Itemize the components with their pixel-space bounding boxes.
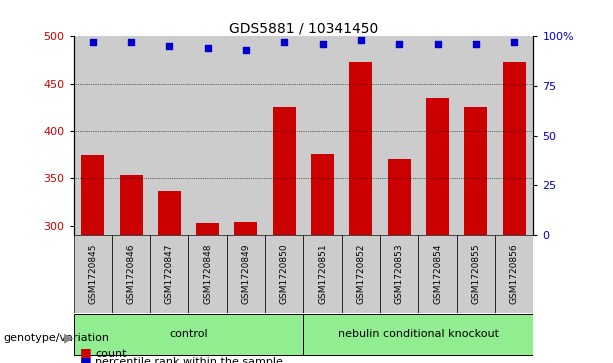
Point bbox=[356, 37, 366, 43]
Bar bbox=[74, 314, 303, 355]
Point bbox=[241, 47, 251, 53]
Point bbox=[88, 39, 97, 45]
Bar bbox=[112, 235, 150, 313]
Text: GSM1720851: GSM1720851 bbox=[318, 244, 327, 305]
Text: GSM1720852: GSM1720852 bbox=[356, 244, 365, 304]
Bar bbox=[418, 235, 457, 313]
Bar bbox=[457, 235, 495, 313]
Point bbox=[509, 39, 519, 45]
Bar bbox=[189, 235, 227, 313]
Text: GSM1720853: GSM1720853 bbox=[395, 244, 404, 305]
Bar bbox=[150, 36, 189, 235]
Bar bbox=[349, 62, 372, 235]
Point bbox=[318, 41, 327, 47]
Text: GSM1720856: GSM1720856 bbox=[509, 244, 519, 305]
Text: GSM1720847: GSM1720847 bbox=[165, 244, 174, 304]
Bar bbox=[120, 175, 142, 235]
Bar bbox=[150, 235, 189, 313]
Bar bbox=[380, 36, 418, 235]
Bar bbox=[112, 36, 150, 235]
Bar bbox=[341, 36, 380, 235]
Point bbox=[203, 45, 213, 51]
Bar bbox=[189, 36, 227, 235]
Text: control: control bbox=[169, 330, 208, 339]
Text: nebulin conditional knockout: nebulin conditional knockout bbox=[338, 330, 499, 339]
Bar bbox=[273, 107, 295, 235]
Text: GSM1720848: GSM1720848 bbox=[203, 244, 212, 304]
Text: GSM1720855: GSM1720855 bbox=[471, 244, 481, 305]
Text: GSM1720846: GSM1720846 bbox=[126, 244, 135, 304]
Bar bbox=[303, 314, 533, 355]
Text: GSM1720854: GSM1720854 bbox=[433, 244, 442, 304]
Text: ■: ■ bbox=[80, 355, 91, 363]
Title: GDS5881 / 10341450: GDS5881 / 10341450 bbox=[229, 21, 378, 35]
Bar bbox=[74, 235, 112, 313]
Bar bbox=[380, 235, 418, 313]
Bar bbox=[387, 159, 411, 235]
Bar bbox=[158, 191, 181, 235]
Text: GSM1720849: GSM1720849 bbox=[242, 244, 251, 304]
Bar bbox=[227, 235, 265, 313]
Bar bbox=[341, 235, 380, 313]
Point bbox=[126, 39, 136, 45]
Bar bbox=[303, 235, 341, 313]
Text: GSM1720845: GSM1720845 bbox=[88, 244, 97, 304]
Point bbox=[164, 43, 174, 49]
Text: ▶: ▶ bbox=[64, 331, 74, 344]
Text: genotype/variation: genotype/variation bbox=[3, 333, 109, 343]
Text: ■: ■ bbox=[80, 346, 91, 359]
Bar bbox=[464, 107, 487, 235]
Bar bbox=[418, 36, 457, 235]
Bar bbox=[503, 62, 525, 235]
Bar bbox=[495, 36, 533, 235]
Bar bbox=[457, 36, 495, 235]
Bar bbox=[311, 154, 334, 235]
Point bbox=[280, 39, 289, 45]
Point bbox=[394, 41, 404, 47]
Bar bbox=[196, 223, 219, 235]
Bar bbox=[265, 235, 303, 313]
Point bbox=[433, 41, 443, 47]
Bar bbox=[265, 36, 303, 235]
Bar bbox=[227, 36, 265, 235]
Text: count: count bbox=[95, 348, 126, 359]
Point bbox=[471, 41, 481, 47]
Bar bbox=[495, 235, 533, 313]
Text: GSM1720850: GSM1720850 bbox=[280, 244, 289, 305]
Bar bbox=[426, 98, 449, 235]
Bar bbox=[74, 36, 112, 235]
Bar bbox=[82, 155, 104, 235]
Bar bbox=[303, 36, 341, 235]
Text: percentile rank within the sample: percentile rank within the sample bbox=[95, 357, 283, 363]
Bar bbox=[234, 222, 257, 235]
